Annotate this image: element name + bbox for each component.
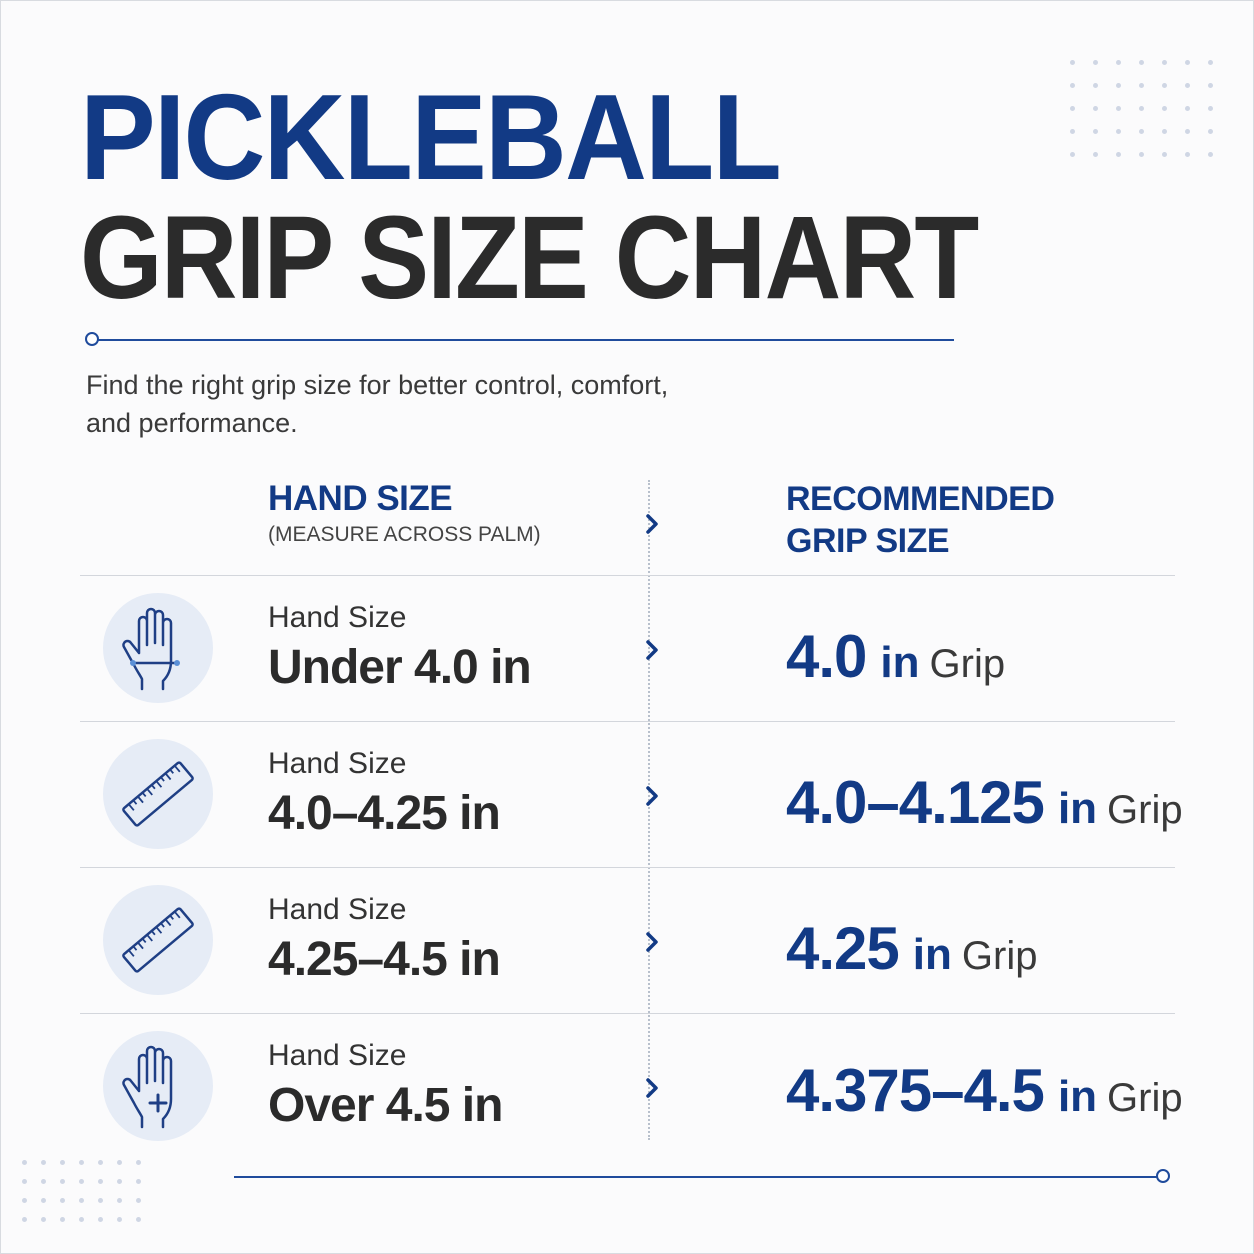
hand-size-label: Hand Size [268,893,407,926]
footer-rule [234,1176,1158,1178]
grip-size: 4.0 in Grip [786,624,1005,706]
grip-size: 4.25 in Grip [786,916,1037,998]
hand-plus-icon [103,1031,213,1141]
hand-size-header-note: (MEASURE ACROSS PALM) [268,523,541,546]
footer-rule-endpoint [1156,1169,1170,1183]
underline-endpoint [85,332,99,346]
grip-size-value: 4.0–4.125 [786,769,1045,836]
hand-size-value: 4.0–4.25 in [268,787,501,840]
column-divider [648,480,650,1140]
ruler-icon [103,739,213,849]
title-line-1: PICKLEBALL [80,69,782,205]
grip-size-word: Grip [929,642,1006,686]
hand-size-label: Hand Size [268,747,407,780]
hand-size-label: Hand Size [268,1039,407,1072]
grip-size-word: Grip [961,934,1038,978]
grip-size-word: Grip [1107,788,1183,832]
chevron-right-icon [644,930,660,954]
row-divider [80,1013,1175,1014]
hand-size-value: 4.25–4.5 in [268,933,501,986]
decorative-dots-bottom-left [22,1160,155,1222]
grip-size-unit: in [880,638,920,687]
table-row: Hand Size Under 4.0 in 4.0 in Grip [0,576,1254,721]
table-row: Hand Size 4.0–4.25 in 4.0–4.125 in Grip [0,722,1254,867]
hand-size-label: Hand Size [268,601,407,634]
chevron-right-icon [644,638,660,662]
row-divider [80,721,1175,722]
grip-size: 4.375–4.5 in Grip [786,1058,1183,1140]
chevron-right-icon [644,512,660,536]
grip-size-unit: in [1057,1072,1098,1121]
recommended-grip-header: RECOMMENDED GRIP SIZE [786,480,1055,560]
title-underline [92,339,954,341]
grip-size-word: Grip [1107,1076,1183,1120]
ruler-icon [103,885,213,995]
hand-size-header: HAND SIZE (MEASURE ACROSS PALM) [268,478,541,550]
grip-size: 4.0–4.125 in Grip [786,770,1183,852]
grip-size-value: 4.25 [786,915,900,982]
hand-size-value: Under 4.0 in [268,641,532,694]
hand-size-header-title: HAND SIZE [268,479,453,518]
table-row: Hand Size Over 4.5 in 4.375–4.5 in Grip [0,1014,1254,1159]
subtitle: Find the right grip size for better cont… [86,370,669,438]
table-row: Hand Size 4.25–4.5 in 4.25 in Grip [0,868,1254,1013]
hand-measure-icon [103,593,213,703]
hand-size-value: Over 4.5 in [268,1079,503,1132]
chevron-right-icon [644,1076,660,1100]
grip-size-value: 4.0 [786,623,867,690]
row-divider [80,575,1175,576]
title-line-2: GRIP SIZE CHART [80,192,979,324]
grip-size-unit: in [1057,784,1098,833]
grip-size-value: 4.375–4.5 [786,1057,1045,1124]
grip-size-unit: in [912,930,952,979]
row-divider [80,867,1175,868]
decorative-dots-top-right [1070,60,1231,157]
chevron-right-icon [644,784,660,808]
